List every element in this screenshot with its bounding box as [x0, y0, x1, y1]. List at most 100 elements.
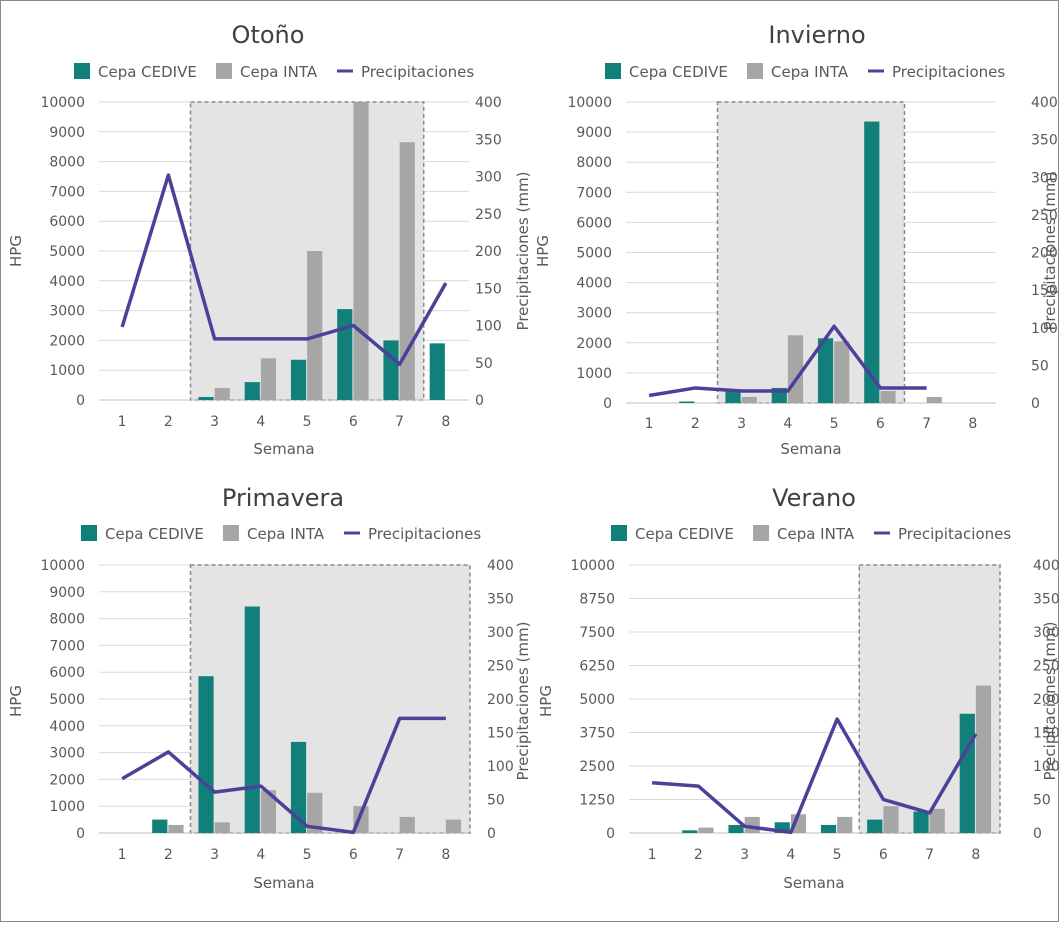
bar-cedive [864, 122, 879, 403]
y-tick-label: 4000 [576, 276, 612, 292]
x-tick-label: 6 [879, 847, 888, 863]
y2-tick-label: 100 [487, 759, 514, 775]
bar-cedive [821, 825, 836, 833]
y-tick-label: 5000 [49, 244, 85, 260]
x-axis-title: Semana [780, 440, 841, 458]
y-tick-label: 7000 [49, 184, 85, 200]
bar-inta [446, 820, 461, 833]
y-tick-label: 2000 [49, 772, 85, 788]
bar-inta [883, 806, 898, 833]
y-tick-label: 7500 [579, 625, 615, 641]
legend-label-cedive: Cepa CEDIVE [635, 525, 734, 543]
y-tick-label: 5000 [579, 692, 615, 708]
bar-cedive [291, 360, 306, 400]
bar-cedive [728, 825, 743, 833]
x-tick-label: 2 [164, 414, 173, 430]
bar-inta [837, 817, 852, 833]
y2-tick-label: 250 [487, 659, 514, 675]
y-tick-label: 6000 [576, 215, 612, 231]
bar-inta [834, 341, 849, 403]
legend-label-rain: Precipitaciones [361, 63, 474, 81]
y-axis-title: HPG [7, 235, 25, 267]
bar-inta [261, 358, 276, 400]
y-tick-label: 0 [76, 393, 85, 409]
x-tick-label: 7 [922, 416, 931, 432]
y2-tick-label: 50 [1033, 793, 1051, 809]
bar-cedive [198, 397, 213, 400]
legend-label-inta: Cepa INTA [240, 63, 318, 81]
bar-cedive [913, 812, 928, 833]
y2-tick-label: 300 [475, 170, 502, 186]
x-axis-title: Semana [783, 874, 844, 892]
bar-inta [788, 335, 803, 403]
legend-swatch-cedive [611, 525, 627, 541]
y2-tick-label: 0 [487, 826, 496, 842]
x-tick-label: 6 [349, 414, 358, 430]
y2-axis-title: Precipitaciones (mm) [1041, 172, 1059, 331]
y2-tick-label: 150 [475, 281, 502, 297]
bar-cedive [679, 401, 694, 403]
bar-inta [353, 102, 368, 400]
y-tick-label: 4000 [49, 274, 85, 290]
y-tick-label: 9000 [49, 125, 85, 141]
x-tick-label: 8 [971, 847, 980, 863]
y2-tick-label: 400 [1031, 95, 1058, 111]
y-tick-label: 0 [606, 826, 615, 842]
bar-cedive [725, 391, 740, 403]
y-axis-title: HPG [537, 685, 555, 717]
y-tick-label: 3000 [49, 746, 85, 762]
y-tick-label: 6000 [49, 665, 85, 681]
x-tick-label: 5 [830, 416, 839, 432]
legend-label-cedive: Cepa CEDIVE [105, 525, 204, 543]
legend-label-cedive: Cepa CEDIVE [629, 63, 728, 81]
y-tick-label: 6250 [579, 659, 615, 675]
legend-label-inta: Cepa INTA [771, 63, 849, 81]
y2-tick-label: 50 [1031, 358, 1049, 374]
y2-axis-title: Precipitaciones (mm) [514, 622, 532, 781]
x-tick-label: 1 [118, 847, 127, 863]
bar-cedive [152, 820, 167, 833]
y-tick-label: 1000 [576, 366, 612, 382]
y-tick-label: 4000 [49, 719, 85, 735]
x-tick-label: 5 [833, 847, 842, 863]
y-axis-title: HPG [7, 685, 25, 717]
x-tick-label: 2 [164, 847, 173, 863]
bar-inta [698, 828, 713, 833]
y-tick-label: 8000 [576, 155, 612, 171]
x-tick-label: 1 [118, 414, 127, 430]
x-tick-label: 7 [925, 847, 934, 863]
y2-tick-label: 0 [1031, 396, 1040, 412]
y-tick-label: 10000 [40, 558, 85, 574]
y-tick-label: 6000 [49, 214, 85, 230]
bar-cedive [383, 340, 398, 400]
y-tick-label: 7000 [576, 185, 612, 201]
y2-tick-label: 250 [475, 207, 502, 223]
legend-swatch-cedive [81, 525, 97, 541]
y-tick-label: 1250 [579, 793, 615, 809]
y2-tick-label: 350 [475, 132, 502, 148]
y-tick-label: 5000 [576, 246, 612, 262]
x-tick-label: 7 [395, 847, 404, 863]
legend-label-cedive: Cepa CEDIVE [98, 63, 197, 81]
bar-inta [880, 391, 895, 403]
bar-cedive [245, 607, 260, 833]
x-tick-label: 6 [876, 416, 885, 432]
y-tick-label: 9000 [576, 125, 612, 141]
x-tick-label: 7 [395, 414, 404, 430]
bar-inta [215, 388, 230, 400]
y-tick-label: 3750 [579, 726, 615, 742]
y2-tick-label: 400 [487, 558, 514, 574]
bar-cedive [430, 343, 445, 400]
x-tick-label: 2 [694, 847, 703, 863]
bar-inta [930, 809, 945, 833]
bar-cedive [960, 714, 975, 833]
bar-inta [307, 251, 322, 400]
x-tick-label: 8 [968, 416, 977, 432]
x-tick-label: 6 [349, 847, 358, 863]
legend: Cepa CEDIVE Cepa INTA Precipitaciones [74, 63, 474, 81]
